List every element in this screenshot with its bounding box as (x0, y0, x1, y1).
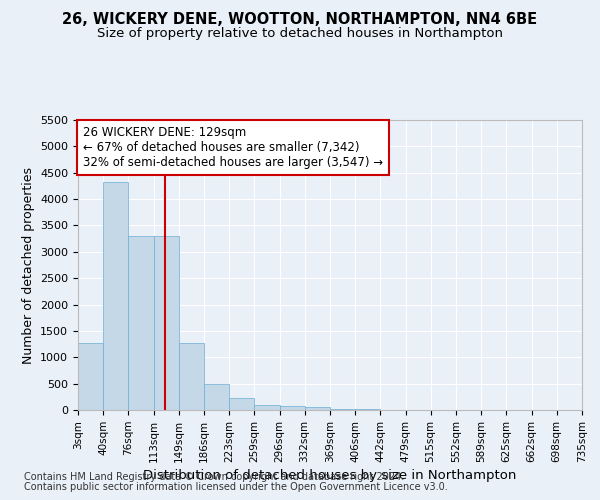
Bar (330, 409, 355, 410)
X-axis label: Distribution of detached houses by size in Northampton: Distribution of detached houses by size … (143, 469, 517, 482)
Bar (229, 398, 254, 410)
Bar (128, 236, 154, 410)
Text: 26, WICKERY DENE, WOOTTON, NORTHAMPTON, NN4 6BE: 26, WICKERY DENE, WOOTTON, NORTHAMPTON, … (62, 12, 538, 28)
Bar (254, 406, 280, 410)
Text: Size of property relative to detached houses in Northampton: Size of property relative to detached ho… (97, 28, 503, 40)
Bar (204, 384, 229, 410)
Y-axis label: Number of detached properties: Number of detached properties (22, 166, 35, 364)
Bar (78, 343, 103, 410)
Text: Contains HM Land Registry data © Crown copyright and database right 2024.: Contains HM Land Registry data © Crown c… (24, 472, 404, 482)
Bar (103, 182, 128, 410)
Text: 26 WICKERY DENE: 129sqm
← 67% of detached houses are smaller (7,342)
32% of semi: 26 WICKERY DENE: 129sqm ← 67% of detache… (83, 126, 383, 169)
Bar (154, 236, 179, 410)
Bar (280, 406, 305, 410)
Bar (179, 342, 204, 410)
Text: Contains public sector information licensed under the Open Government Licence v3: Contains public sector information licen… (24, 482, 448, 492)
Bar (305, 407, 330, 410)
